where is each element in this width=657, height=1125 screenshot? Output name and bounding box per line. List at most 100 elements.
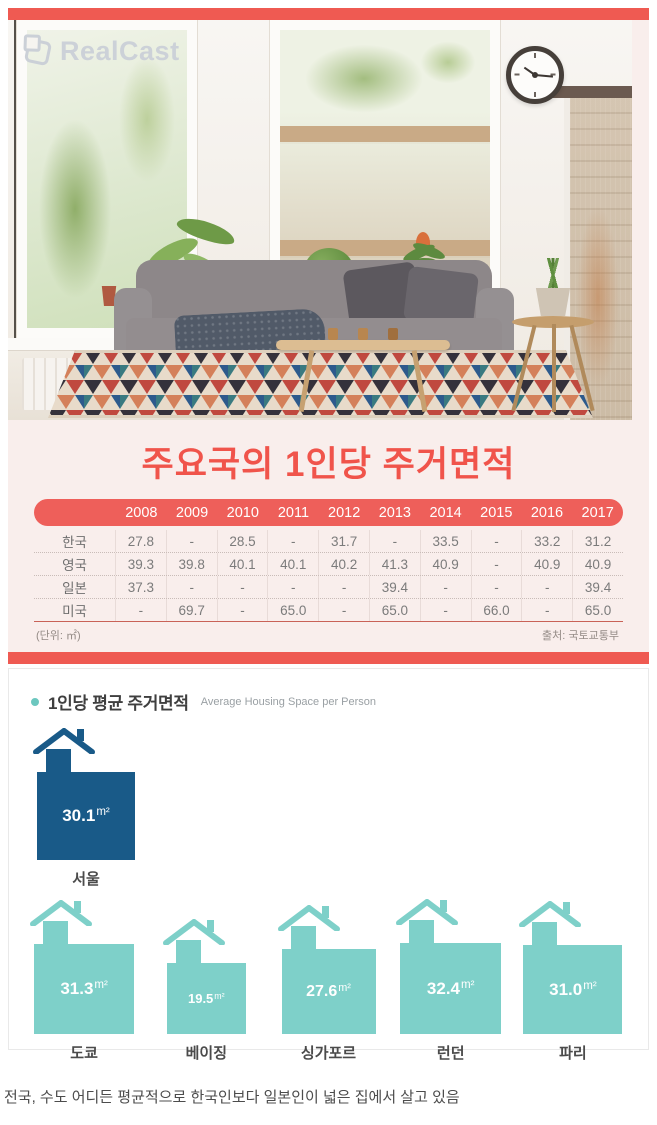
house-unit: m² <box>96 806 110 819</box>
grass-plant-icon <box>530 258 576 292</box>
house-unit: m² <box>583 979 597 992</box>
table-cell: 39.3 <box>116 553 167 575</box>
house-value: 27.6 <box>306 982 338 1000</box>
chart-card: 1인당 평균 주거면적 Average Housing Space per Pe… <box>8 668 649 1062</box>
house-area-square: 32.4 m² <box>400 943 502 1034</box>
table-cell: - <box>472 530 523 552</box>
chart-cell: 31.3 m² 도쿄 <box>23 900 145 1063</box>
chart-cell: 32.4 m² 런던 <box>390 899 512 1063</box>
table-row: 미국 -69.7-65.0-65.0-66.0-65.0 <box>34 599 623 622</box>
table-cell: - <box>522 599 574 621</box>
house-item: 32.4 m² 런던 <box>396 899 502 1063</box>
house-city-label: 도쿄 <box>70 1045 98 1062</box>
table-cell: 40.1 <box>268 553 320 575</box>
house-area-square: 30.1 m² <box>37 772 135 860</box>
house-value: 32.4 <box>426 978 461 998</box>
year-header-cell: 2010 <box>226 504 259 521</box>
house-unit: m² <box>214 990 225 1001</box>
table-cell: - <box>522 576 574 598</box>
house-unit: m² <box>94 979 108 992</box>
table-cell: 39.8 <box>167 553 218 575</box>
table-cell: 41.3 <box>370 553 421 575</box>
small-potted-plant-icon <box>101 286 117 306</box>
house-city-label: 런던 <box>436 1045 465 1062</box>
year-header-cell: 2012 <box>328 504 361 521</box>
table-cell: 39.4 <box>370 576 421 598</box>
chart-cell: 31.0 m² 파리 <box>512 901 634 1063</box>
table-cell: 40.9 <box>421 553 472 575</box>
table-cell: 31.7 <box>319 530 370 552</box>
table-cell: 40.9 <box>584 556 612 572</box>
living-room-photo: RealCast <box>8 20 632 420</box>
table-cell: 33.5 <box>421 530 472 552</box>
house-value: 30.1 <box>62 806 96 825</box>
chart-cell: 27.6 m² 싱가포르 <box>267 905 389 1063</box>
house-item: 19.5 m² 베이징 <box>162 919 246 1063</box>
table-row: 영국 39.3 39.8 40.1 40.1 40.2 41.3 40.9-40.9 40.9 <box>34 553 623 576</box>
house-roof-icon <box>396 899 501 945</box>
house-area-square: 31.3 m² <box>34 944 135 1034</box>
year-header-cell: 2008 <box>125 504 158 521</box>
table-cell: - <box>319 576 370 598</box>
year-header-cell: 2016 <box>530 504 564 521</box>
table-cell: 37.3 <box>116 576 167 598</box>
house-unit: m² <box>461 978 475 991</box>
table-cell: 27.8 <box>116 530 167 552</box>
coffee-table <box>276 322 450 412</box>
table-cell: 31.2 <box>584 533 612 549</box>
year-header-cell: 2011 <box>277 504 310 521</box>
chart-cell: 19.5 m² 베이징 <box>145 919 267 1063</box>
infographic-card: RealCast 주요국의 1인당 주거면적 2008 2009 2010 2011 2… <box>8 8 649 664</box>
year-header-cell: 2015 <box>480 504 513 521</box>
year-header-cell: 2017 <box>581 504 614 521</box>
house-item: 30.1 m² 서울 <box>33 728 135 889</box>
table-cell: - <box>218 576 269 598</box>
table-year-row: 2008 2009 2010 2011 2012 2013 2014 2015 2016 2017 <box>34 499 623 526</box>
table-cell: - <box>268 530 320 552</box>
table-cell: 65.0 <box>370 599 421 621</box>
house-roof-icon <box>277 905 376 951</box>
table-cell: - <box>421 576 472 598</box>
table-cell: 40.1 <box>218 553 269 575</box>
table-cell: - <box>370 530 421 552</box>
chart-title-en: Average Housing Space per Person <box>200 695 377 708</box>
table-cell: - <box>167 530 218 552</box>
house-city-label: 베이징 <box>185 1045 227 1062</box>
bottom-accent-bar <box>8 652 649 664</box>
table-cell: 28.5 <box>218 530 269 552</box>
house-item: 27.6 m² 싱가포르 <box>277 905 376 1063</box>
house-roof-icon <box>33 728 135 774</box>
unit-note: (단위: ㎡) <box>36 630 81 642</box>
table-cell: 66.0 <box>472 599 523 621</box>
side-table <box>508 258 598 414</box>
table-cell: - <box>472 576 523 598</box>
table-cell: - <box>319 599 370 621</box>
table-cell: - <box>421 599 472 621</box>
table-cell: 69.7 <box>167 599 218 621</box>
year-header-cell: 2013 <box>378 504 411 521</box>
house-roof-icon <box>30 900 134 946</box>
balcony-door-header <box>552 86 632 98</box>
house-roof-icon <box>519 901 622 947</box>
table-cell: - <box>116 599 167 621</box>
house-item: 31.3 m² 도쿄 <box>30 900 135 1063</box>
table-body: 한국 27.8-28.5-31.7-33.5-33.2 31.2 영국 39.3 39.8… <box>34 530 623 622</box>
house-city-label: 싱가포르 <box>300 1045 357 1062</box>
housing-table: 2008 2009 2010 2011 2012 2013 2014 2015 2016 2017… <box>8 499 649 652</box>
realcast-logo: RealCast <box>23 36 180 67</box>
table-cell: 39.4 <box>584 579 612 595</box>
caption: 전국, 수도 어디든 평균적으로 한국인보다 일본인이 넓은 집에서 살고 있음 <box>4 1089 460 1106</box>
country-label: 한국 <box>34 530 116 552</box>
rug <box>48 350 593 418</box>
house-value: 31.0 <box>549 979 583 999</box>
source-note: 출처: 국토교통부 <box>542 630 619 642</box>
house-value: 31.3 <box>60 979 94 998</box>
table-cell: - <box>472 553 523 575</box>
chart-header: 1인당 평균 주거면적 Average Housing Space per Pe… <box>9 669 648 714</box>
table-cell: 33.2 <box>522 530 574 552</box>
infographic-title: 주요국의 1인당 주거면적 <box>141 445 516 484</box>
house-city-label: 서울 <box>72 871 100 888</box>
chart-row-1: 30.1 m² 서울 <box>33 728 648 889</box>
table-cell: - <box>218 599 269 621</box>
table-cell: - <box>167 576 218 598</box>
